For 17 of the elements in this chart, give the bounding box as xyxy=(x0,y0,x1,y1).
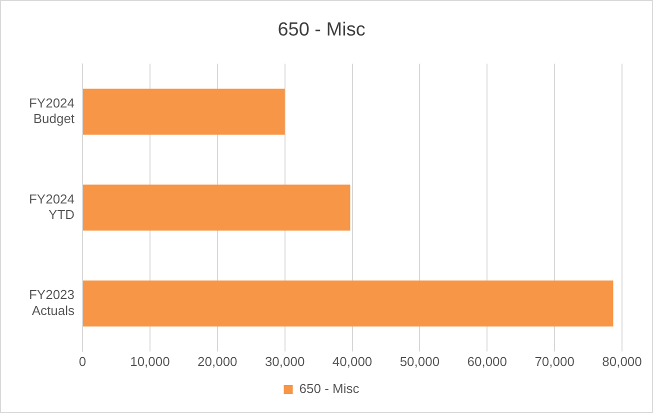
x-tick-label: 80,000 xyxy=(602,354,642,369)
x-tick-label: 30,000 xyxy=(264,354,305,369)
x-tick-label: 0 xyxy=(78,354,86,369)
x-tick-label: 60,000 xyxy=(467,354,508,369)
y-tick-label: FY2023 Actuals xyxy=(28,287,76,318)
bar xyxy=(83,280,614,326)
bar xyxy=(83,88,285,135)
x-tick-label: 20,000 xyxy=(198,354,238,369)
legend-label: 650 - Misc xyxy=(299,381,360,396)
bar xyxy=(83,184,350,231)
chart-title: 650 - Misc xyxy=(278,20,366,41)
x-tick-label: 40,000 xyxy=(332,354,372,369)
y-tick-label: FY2024 YTD xyxy=(28,191,75,222)
x-tick-label: 70,000 xyxy=(534,354,574,369)
x-tick-label: 50,000 xyxy=(400,354,440,369)
x-tick-label: 10,000 xyxy=(130,354,170,369)
y-tick-label: FY2024 Budget xyxy=(28,96,75,126)
